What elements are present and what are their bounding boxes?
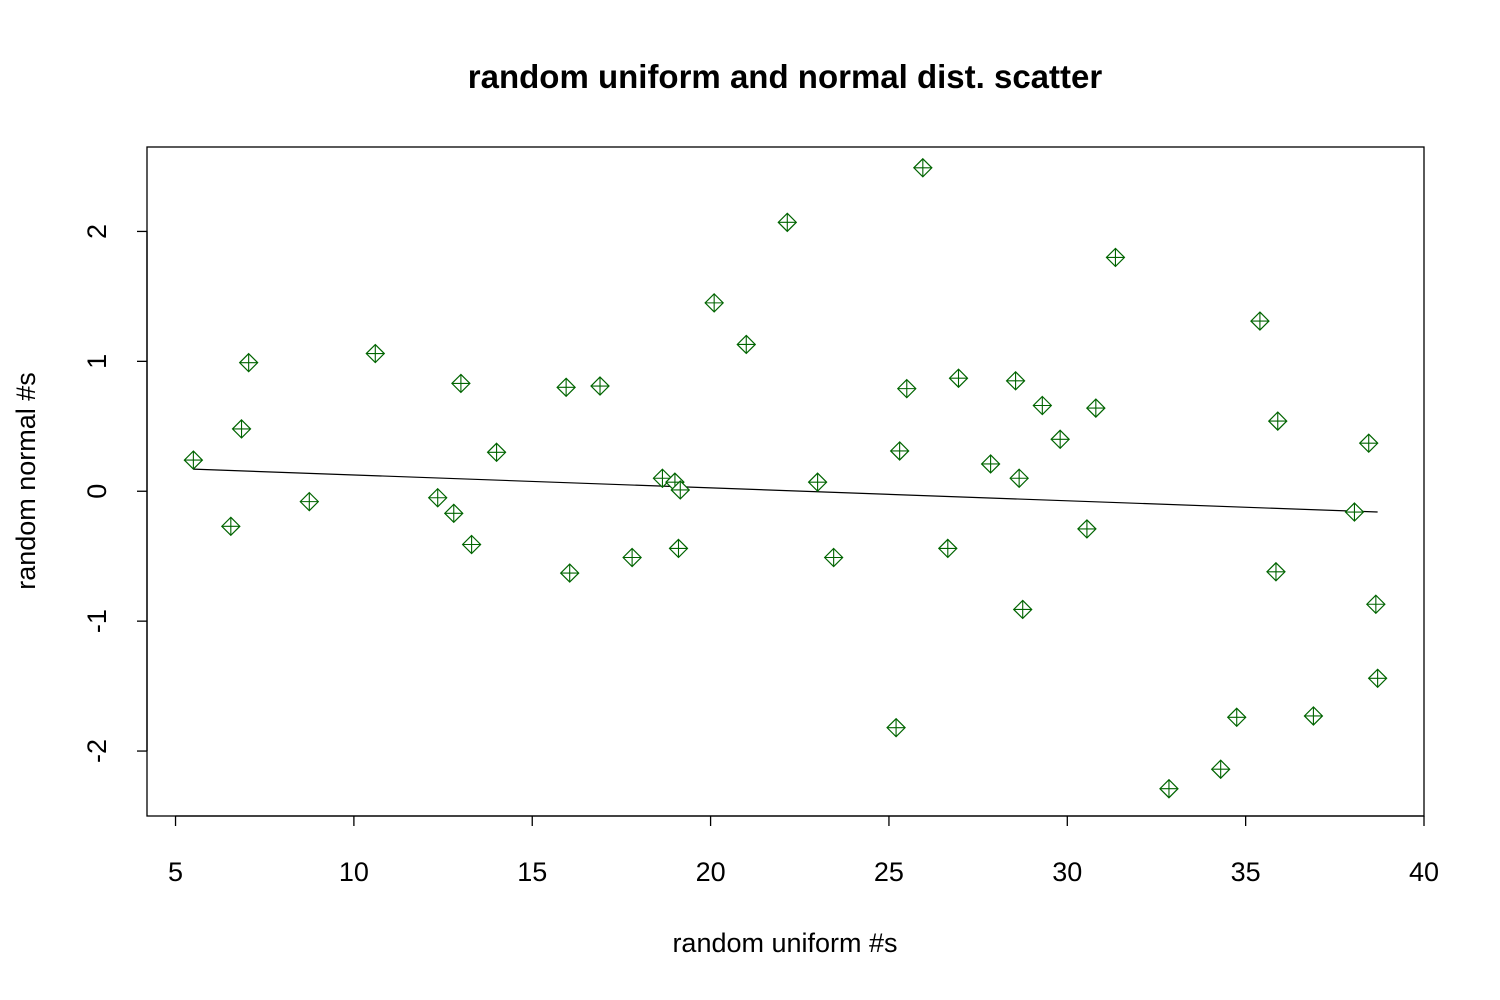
data-point xyxy=(231,419,252,439)
y-tick-label: 1 xyxy=(82,354,112,369)
x-tick-label: 40 xyxy=(1409,857,1439,887)
data-point xyxy=(948,368,969,389)
data-point xyxy=(451,373,471,394)
data-point xyxy=(1226,707,1247,728)
y-axis-label: random normal #s xyxy=(11,372,41,590)
data-point xyxy=(1367,668,1388,689)
data-point xyxy=(183,450,204,470)
x-tick-label: 35 xyxy=(1231,857,1261,887)
data-point xyxy=(1266,561,1286,582)
data-point xyxy=(1365,594,1386,615)
data-point xyxy=(777,212,798,233)
data-point xyxy=(559,563,580,583)
y-tick-label: -2 xyxy=(82,739,112,763)
data-point xyxy=(1105,247,1126,268)
data-point xyxy=(1358,433,1379,454)
data-point xyxy=(1032,395,1053,416)
regression-line xyxy=(193,468,1378,513)
data-point xyxy=(1050,429,1071,450)
data-point xyxy=(823,547,844,568)
data-point xyxy=(622,547,642,568)
data-point xyxy=(299,491,320,512)
data-point xyxy=(1159,778,1179,799)
x-tick-label: 15 xyxy=(517,857,547,887)
data-point xyxy=(1012,599,1033,620)
data-point xyxy=(807,472,828,492)
data-point xyxy=(220,516,241,537)
chart-title: random uniform and normal dist. scatter xyxy=(468,58,1103,95)
data-point xyxy=(980,454,1001,474)
data-point xyxy=(590,376,610,396)
x-tick-label: 30 xyxy=(1052,857,1082,887)
data-point xyxy=(1250,311,1270,331)
x-tick-label: 10 xyxy=(339,857,369,887)
data-points xyxy=(183,157,1388,799)
data-point xyxy=(1267,411,1288,431)
data-point xyxy=(937,538,958,559)
y-axis: -2 -1 0 1 2 xyxy=(82,224,148,763)
data-point xyxy=(896,378,917,399)
data-point xyxy=(889,441,910,461)
y-tick-label: 2 xyxy=(82,224,112,239)
data-point xyxy=(912,157,933,178)
x-axis: 5 10 15 20 25 30 35 40 xyxy=(168,815,1439,887)
data-point xyxy=(1085,398,1106,418)
data-point xyxy=(427,487,448,508)
regression-line-group xyxy=(193,468,1378,513)
y-tick-label: 0 xyxy=(82,484,112,499)
data-point xyxy=(238,352,259,373)
data-point xyxy=(461,534,482,555)
data-point xyxy=(1210,759,1231,780)
data-point xyxy=(365,343,386,364)
x-tick-label: 20 xyxy=(696,857,726,887)
data-point xyxy=(1009,468,1029,489)
data-point xyxy=(736,334,757,355)
x-axis-label: random uniform #s xyxy=(672,928,897,958)
data-point xyxy=(704,293,725,313)
data-point xyxy=(1005,370,1026,391)
data-point xyxy=(556,377,576,398)
data-point xyxy=(486,442,507,463)
data-point xyxy=(1077,519,1097,539)
data-point xyxy=(443,503,464,524)
data-point xyxy=(1303,706,1324,726)
data-point xyxy=(668,538,689,559)
data-point xyxy=(670,480,691,500)
x-tick-label: 25 xyxy=(874,857,904,887)
data-point xyxy=(886,717,906,738)
data-point xyxy=(1344,502,1365,522)
y-tick-label: -1 xyxy=(82,609,112,633)
x-tick-label: 5 xyxy=(168,857,183,887)
